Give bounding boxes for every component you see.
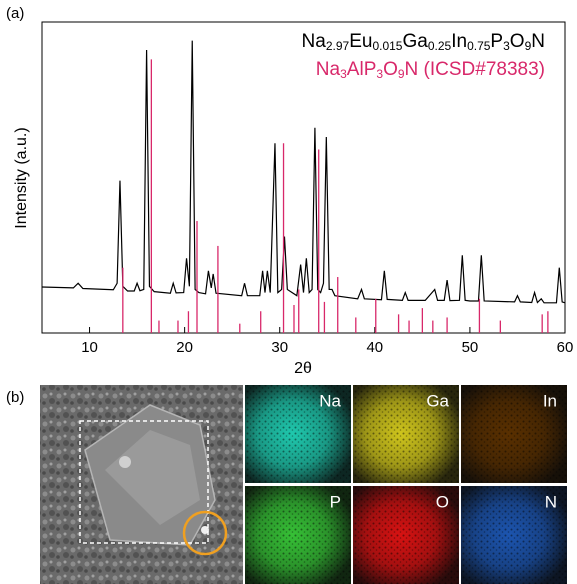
x-tick-label: 40: [366, 339, 383, 356]
x-tick-label: 30: [271, 339, 288, 356]
eds-map-texture: [353, 385, 459, 483]
legend-entry: Na2.97Eu0.015Ga0.25In0.75P3O9N: [302, 31, 545, 53]
eds-element-label: In: [543, 391, 557, 410]
x-tick-label: 50: [462, 339, 479, 356]
x-axis-label: 2θ: [294, 360, 312, 377]
eds-element-label: Ga: [426, 391, 449, 410]
eds-map-texture: [461, 385, 567, 483]
legend-entry: Na3AlP3O9N (ICSD#78383): [316, 59, 545, 81]
eds-element-label: Na: [319, 391, 341, 410]
eds-element-label: P: [330, 492, 341, 511]
eds-element-label: N: [545, 492, 557, 511]
x-tick-label: 20: [176, 339, 193, 356]
eds-map-texture: [245, 486, 351, 584]
eds-map-texture: [461, 486, 567, 584]
panel-label: (a): [6, 5, 24, 22]
panel-label: (b): [6, 389, 24, 406]
eds-element-label: O: [436, 492, 449, 511]
eds-map-texture: [245, 385, 351, 483]
sem-image: [40, 385, 243, 584]
plot-frame: [41, 21, 566, 334]
x-tick-label: 10: [81, 339, 98, 356]
x-tick-label: 60: [557, 339, 574, 356]
y-axis-label: Intensity (a.u.): [13, 127, 30, 228]
eds-map-texture: [353, 486, 459, 584]
xrd-curve: [41, 40, 566, 304]
